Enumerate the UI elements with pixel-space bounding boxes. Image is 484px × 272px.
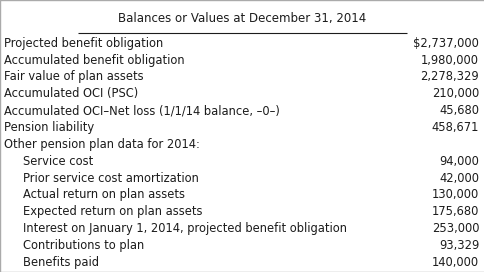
Text: 42,000: 42,000: [439, 172, 478, 185]
Text: 458,671: 458,671: [431, 121, 478, 134]
Text: 1,980,000: 1,980,000: [420, 54, 478, 67]
Text: Benefits paid: Benefits paid: [23, 256, 99, 269]
Text: Pension liability: Pension liability: [4, 121, 94, 134]
Text: 140,000: 140,000: [431, 256, 478, 269]
Text: Accumulated OCI (PSC): Accumulated OCI (PSC): [4, 87, 138, 100]
Text: Balances or Values at December 31, 2014: Balances or Values at December 31, 2014: [118, 12, 366, 25]
Text: $2,737,000: $2,737,000: [412, 37, 478, 50]
Text: 45,680: 45,680: [439, 104, 478, 117]
Text: 93,329: 93,329: [438, 239, 478, 252]
Text: Service cost: Service cost: [23, 155, 93, 168]
Text: Accumulated benefit obligation: Accumulated benefit obligation: [4, 54, 184, 67]
Text: 210,000: 210,000: [431, 87, 478, 100]
Text: 2,278,329: 2,278,329: [420, 70, 478, 84]
Text: Contributions to plan: Contributions to plan: [23, 239, 144, 252]
Text: Expected return on plan assets: Expected return on plan assets: [23, 205, 202, 218]
Text: 253,000: 253,000: [431, 222, 478, 235]
Text: Prior service cost amortization: Prior service cost amortization: [23, 172, 199, 185]
Text: Interest on January 1, 2014, projected benefit obligation: Interest on January 1, 2014, projected b…: [23, 222, 347, 235]
Text: 175,680: 175,680: [431, 205, 478, 218]
Text: Actual return on plan assets: Actual return on plan assets: [23, 188, 185, 202]
Text: 130,000: 130,000: [431, 188, 478, 202]
Text: Fair value of plan assets: Fair value of plan assets: [4, 70, 143, 84]
Text: Accumulated OCI–Net loss (1/1/14 balance, –0–): Accumulated OCI–Net loss (1/1/14 balance…: [4, 104, 279, 117]
Text: Other pension plan data for 2014:: Other pension plan data for 2014:: [4, 138, 199, 151]
Text: 94,000: 94,000: [439, 155, 478, 168]
Text: Projected benefit obligation: Projected benefit obligation: [4, 37, 163, 50]
